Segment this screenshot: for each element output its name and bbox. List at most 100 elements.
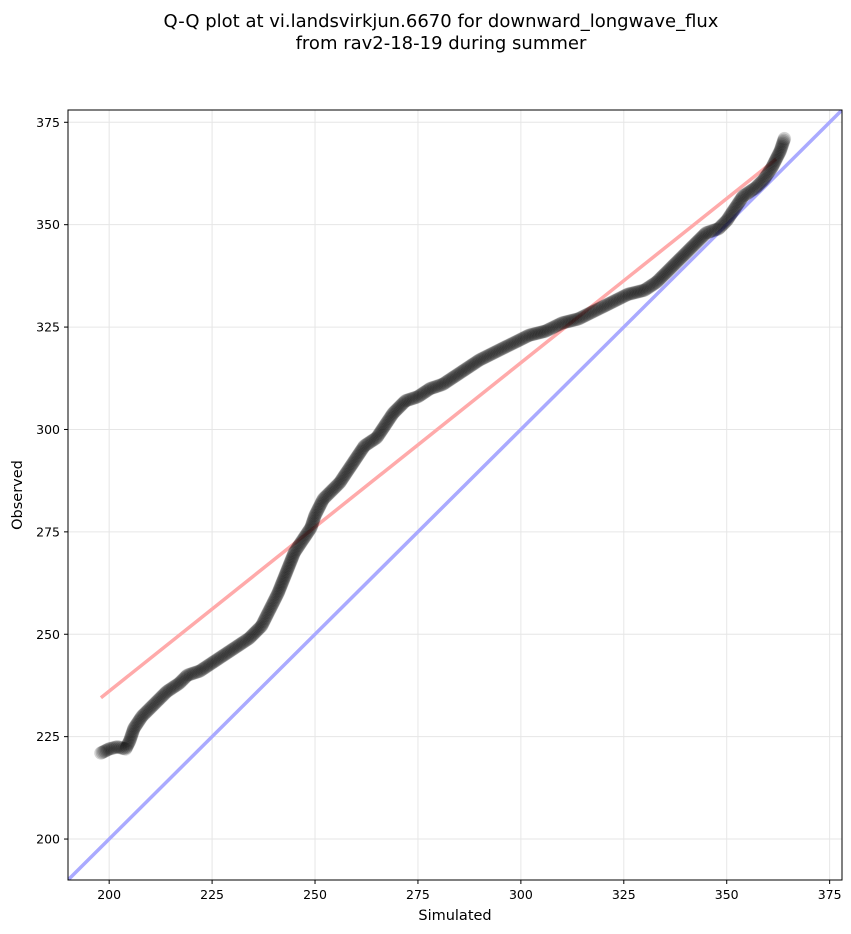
qq-point-244 (343, 459, 358, 474)
qq-point-572 (766, 157, 781, 172)
qq-point-30 (126, 721, 141, 736)
qq-point-188 (293, 535, 308, 550)
qq-point-183 (289, 542, 304, 557)
qq-point-63 (164, 681, 178, 696)
qq-point-185 (291, 539, 305, 554)
qq-point-52 (150, 694, 165, 708)
qq-point-70 (173, 675, 188, 690)
qq-point-325 (439, 374, 454, 389)
qq-point-382 (522, 328, 537, 343)
qq-point-293 (394, 398, 409, 413)
qq-point-254 (352, 445, 367, 460)
qq-point-19 (120, 737, 135, 752)
qq-point-345 (467, 356, 482, 371)
qq-point-21 (122, 735, 136, 750)
qq-point-508 (694, 230, 709, 245)
qq-point-511 (698, 227, 712, 241)
qq-point-104 (220, 646, 235, 660)
qq-point-341 (461, 360, 476, 375)
qq-point-288 (388, 403, 403, 418)
qq-point-535 (727, 202, 741, 217)
qq-point-362 (492, 343, 507, 358)
qq-point-144 (264, 599, 279, 614)
qq-point-174 (283, 555, 298, 570)
qq-point-561 (756, 172, 771, 187)
qq-point-544 (735, 190, 750, 205)
qq-point-200 (304, 519, 319, 534)
qq-point-559 (754, 175, 769, 189)
qq-point-47 (144, 699, 159, 714)
qq-point-169 (280, 562, 295, 577)
fit-line (99, 157, 778, 700)
qq-point-264 (364, 434, 379, 449)
qq-point-133 (256, 616, 270, 630)
qq-point-427 (589, 303, 604, 317)
qq-point-6 (102, 742, 117, 756)
qq-point-266 (367, 432, 381, 447)
qq-point-53 (151, 692, 166, 707)
qq-point-178 (285, 549, 300, 564)
qq-point-470 (652, 272, 666, 287)
qq-point-488 (672, 252, 687, 267)
qq-point-522 (713, 219, 728, 234)
qq-point-190 (295, 533, 310, 547)
qq-point-445 (616, 289, 631, 304)
qq-point-480 (663, 261, 678, 276)
qq-point-32 (128, 718, 143, 733)
qq-point-175 (284, 554, 298, 569)
qq-point-213 (312, 499, 327, 514)
y-tick-label-7: 375 (36, 115, 60, 130)
qq-point-449 (622, 287, 637, 301)
qq-point-294 (395, 397, 410, 412)
qq-point-556 (750, 178, 765, 193)
qq-point-139 (260, 607, 275, 622)
qq-point-390 (534, 325, 548, 340)
qq-point-147 (266, 595, 281, 610)
qq-point-224 (323, 485, 338, 499)
qq-point-162 (276, 573, 291, 588)
qq-point-189 (294, 534, 309, 549)
qq-point-392 (537, 324, 551, 339)
qq-point-134 (256, 614, 271, 629)
qq-point-446 (618, 288, 632, 303)
qq-point-165 (278, 568, 292, 583)
qq-point-462 (641, 280, 656, 295)
qq-point-504 (690, 234, 705, 249)
qq-point-308 (415, 387, 429, 401)
qq-point-43 (139, 704, 154, 719)
qq-point-62 (162, 682, 177, 697)
qq-point-465 (645, 277, 660, 292)
qq-point-506 (692, 232, 707, 247)
qq-point-206 (307, 510, 322, 524)
qq-point-261 (360, 437, 375, 451)
qq-point-202 (305, 516, 320, 531)
qq-point-509 (695, 229, 710, 244)
qq-point-518 (708, 222, 723, 237)
qq-point-228 (328, 480, 342, 495)
qq-point-259 (357, 438, 372, 453)
qq-point-387 (529, 326, 544, 341)
qq-point-580 (771, 146, 786, 161)
qq-point-468 (649, 275, 664, 289)
y-axis-ticks: 200 225 250 275 300 325 350 375 (36, 115, 68, 847)
qq-point-249 (348, 452, 363, 467)
qq-point-359 (487, 345, 502, 360)
qq-point-291 (391, 400, 406, 415)
qq-point-67 (169, 678, 184, 693)
qq-point-420 (579, 308, 593, 323)
qq-point-90 (201, 658, 215, 673)
qq-point-373 (508, 335, 523, 349)
qq-point-331 (448, 369, 462, 384)
qq-point-491 (675, 249, 690, 264)
qq-point-365 (496, 341, 511, 355)
qq-point-539 (730, 197, 745, 212)
qq-point-338 (457, 362, 472, 377)
qq-point-319 (431, 379, 445, 393)
qq-point-296 (397, 395, 412, 409)
qq-point-489 (673, 251, 688, 266)
qq-point-31 (127, 720, 142, 734)
qq-point-98 (212, 651, 226, 666)
qq-point-403 (553, 316, 568, 331)
qq-point-226 (325, 482, 340, 497)
